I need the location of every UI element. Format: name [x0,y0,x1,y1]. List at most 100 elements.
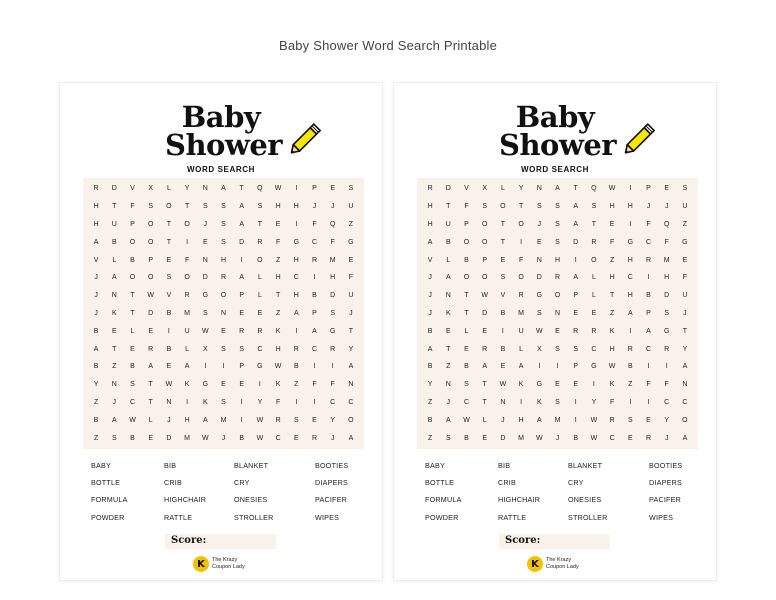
grid-letter: R [591,327,597,335]
grid-letter: C [311,238,318,246]
grid-letter: A [445,274,451,282]
grid-letter: O [518,274,524,282]
grid-letter: W [608,185,616,193]
grid-letter: J [428,309,432,317]
grid-letter: T [591,220,597,228]
grid-letter: F [664,238,669,246]
grid-letter: T [130,292,135,300]
grid-letter: D [148,309,154,317]
logo-mark-letter: K [531,558,539,570]
grid-letter: H [93,203,99,211]
grid-letter: E [221,327,226,335]
grid-letter: J [683,309,687,317]
grid-letter: Z [348,220,354,228]
grid-letter: I [647,398,650,406]
grid-letter: C [682,398,688,406]
grid-letter: E [500,363,506,371]
brand-logo: K The Krazy Coupon Lady [527,556,597,574]
grid-letter: P [239,363,245,371]
grid-letter: O [463,274,470,282]
grid-letter: R [148,345,154,353]
grid-letter: R [591,238,597,246]
grid-letter: T [446,345,451,353]
grid-letter: E [202,238,208,246]
grid-letter: A [93,345,99,353]
grid-letter: I [629,185,632,193]
grid-letter: A [239,274,245,282]
word-list-item: BOTTLE [425,478,455,488]
grid-letter: J [203,220,208,228]
grid-letter: P [239,292,245,300]
grid-letter: N [111,381,117,389]
grid-letter: E [573,309,579,317]
grid-letter: J [94,274,98,282]
grid-letter: T [464,309,469,317]
grid-letter: Y [330,416,336,424]
grid-letter: J [664,434,669,442]
grid-letter: L [464,327,469,335]
grid-letter: T [500,220,506,228]
grid-letter: J [94,292,98,300]
grid-letter: S [111,434,117,442]
grid-letter: H [518,416,524,424]
logo-line-2: Coupon Lady [212,563,245,570]
grid-letter: I [313,398,316,406]
grid-letter: G [591,363,597,371]
grid-letter: A [111,274,117,282]
grid-letter: J [94,309,98,317]
grid-letter: H [627,203,633,211]
worksheet-title: Baby Shower [499,103,617,160]
grid-letter: W [256,434,264,442]
word-list-item: CRIB [164,478,182,488]
grid-letter: B [646,292,651,300]
grid-letter: K [111,309,117,317]
grid-letter: A [111,416,117,424]
grid-letter: W [201,434,209,442]
word-list-item: POWDER [425,512,459,522]
grid-letter: R [664,345,670,353]
grid-letter: S [536,203,542,211]
grid-letter: B [111,238,117,246]
grid-letter: I [167,327,170,335]
grid-letter: J [312,203,317,211]
word-list-item: BLANKET [234,461,269,470]
grid-letter: E [166,363,172,371]
grid-letter: S [682,185,688,193]
grid-letter: Z [609,256,615,264]
grid-letter: E [555,327,560,335]
grid-letter: I [647,274,650,282]
grid-letter: F [464,203,469,211]
grid-letter: B [427,416,433,424]
grid-letter: Y [348,345,354,353]
grid-letter: I [240,256,243,264]
grid-letter: H [275,203,281,211]
grid-letter: R [573,327,579,335]
grid-letter: S [293,416,299,424]
grid-letter: R [275,416,281,424]
grid-letter: M [663,256,670,264]
word-list-item: HIGHCHAIR [498,495,541,505]
grid-letter: C [627,274,633,282]
grid-letter: O [500,203,506,211]
grid-letter: E [148,327,154,335]
grid-letter: A [518,363,524,371]
grid-letter: Z [427,434,433,442]
word-list-item: STROLLER [568,512,608,522]
grid-letter: F [312,220,317,228]
grid-letter: F [682,274,688,282]
grid-letter: J [330,203,335,211]
grid-letter: Z [294,381,299,389]
grid-letter: L [591,274,596,282]
grid-letter: S [348,185,354,193]
grid-letter: M [518,434,525,442]
grid-letter: F [275,398,281,406]
grid-letter: L [591,292,596,300]
grid-letter: E [275,220,281,228]
grid-letter: O [518,220,524,228]
grid-letter: A [239,220,245,228]
grid-letter: N [348,381,354,389]
grid-letter: H [609,274,615,282]
grid-letter: R [184,292,190,300]
grid-letter: Y [257,398,263,406]
grid-letter: S [627,416,633,424]
